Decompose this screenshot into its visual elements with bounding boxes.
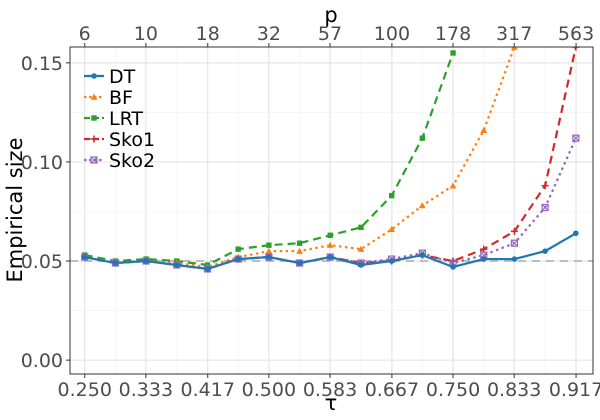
x-tick-label: 0.333	[119, 379, 173, 401]
legend-label-sko1: Sko1	[109, 129, 155, 151]
data-point-dt	[204, 266, 211, 272]
legend-item-dt: DT	[84, 66, 136, 88]
data-point-bf	[388, 225, 396, 233]
data-point-sko1	[480, 245, 488, 253]
data-point-lrt	[235, 246, 241, 252]
data-point-dt	[480, 256, 487, 262]
legend-item-sko1: Sko1	[84, 129, 155, 151]
marker-part	[510, 239, 519, 247]
marker-part	[541, 203, 549, 212]
marker-part	[572, 134, 580, 142]
data-point-dt	[388, 258, 395, 264]
data-point-sko1	[541, 182, 549, 190]
data-point-lrt	[296, 240, 303, 246]
data-point-bf	[296, 247, 304, 254]
top-tick-label: 563	[558, 23, 594, 45]
data-point-lrt	[266, 242, 272, 248]
series-dt	[81, 230, 579, 272]
y-axis-title: Empirical size	[3, 137, 27, 282]
x-tick-label: 0.833	[487, 379, 541, 401]
x-tick-label: 0.917	[549, 379, 600, 401]
data-point-lrt	[388, 192, 395, 199]
top-tick-label: 6	[79, 23, 91, 45]
x-tick-label: 0.500	[242, 379, 296, 401]
data-point-bf	[511, 47, 518, 50]
marker-part	[90, 156, 98, 164]
data-point-dt	[266, 254, 272, 260]
y-tick-label: 0.00	[21, 350, 63, 372]
data-point-dt	[542, 248, 548, 254]
legend-item-sko2: Sko2	[84, 150, 155, 172]
plot-panel	[69, 46, 594, 375]
gridlines	[70, 47, 593, 374]
data-point-bf	[480, 126, 488, 133]
data-point-sko2	[572, 134, 580, 142]
x-tick-label: 0.667	[365, 379, 419, 401]
data-point-sko2	[541, 203, 549, 212]
top-tick-label: 32	[257, 23, 281, 45]
axes: 0.250 0.333 0.417 0.500 0.583 0.667 0.750 0.833…	[21, 23, 600, 401]
top-tick-label: 100	[374, 23, 410, 45]
top-tick-label: 317	[496, 23, 532, 45]
marker-part	[480, 251, 488, 259]
data-point-dt	[174, 262, 180, 268]
data-point-dt	[327, 254, 334, 260]
data-point-dt	[235, 256, 241, 262]
y-tick-label: 0.15	[21, 53, 63, 75]
x-tick-label: 0.417	[181, 379, 235, 401]
legend-item-bf: BF	[84, 87, 133, 109]
legend-marker-lrt	[91, 115, 97, 121]
top-tick-label: 10	[134, 23, 158, 45]
data-point-dt	[296, 260, 303, 266]
x-axis-title: τ	[325, 391, 338, 415]
top-tick-label: 57	[318, 23, 342, 45]
data-point-bf	[449, 182, 457, 189]
data-point-dt	[358, 262, 364, 268]
data-point-dt	[511, 256, 518, 262]
data-point-bf	[326, 241, 334, 248]
data-point-lrt	[327, 232, 333, 238]
legend-label-lrt: LRT	[109, 108, 143, 130]
marker-part	[449, 259, 457, 267]
y-tick-label: 0.05	[21, 251, 63, 273]
data-point-lrt	[450, 50, 456, 56]
marker-part	[511, 239, 518, 247]
legend-marker-dt	[91, 73, 97, 79]
data-point-lrt	[358, 224, 364, 231]
data-point-sko1	[510, 227, 518, 235]
data-point-dt	[143, 258, 149, 264]
series-layer	[81, 47, 580, 273]
legend-label-sko2: Sko2	[109, 150, 155, 172]
data-point-lrt	[419, 135, 426, 141]
marker-part	[572, 134, 580, 142]
legend-item-lrt: LRT	[84, 108, 143, 130]
data-point-bf	[265, 247, 273, 254]
legend-label-bf: BF	[109, 87, 133, 109]
top-axis-title: p	[324, 3, 337, 27]
data-point-dt	[112, 260, 119, 266]
data-point-bf	[357, 245, 365, 252]
legend-marker-bf	[90, 93, 98, 100]
data-point-dt	[81, 254, 88, 260]
marker-part	[90, 156, 98, 164]
data-point-dt	[450, 264, 456, 270]
data-point-dt	[419, 252, 426, 258]
marker-part	[541, 204, 549, 211]
x-tick-label: 0.583	[303, 379, 357, 401]
legend-marker-sko1	[90, 135, 98, 143]
legend-marker-sko2	[90, 156, 98, 164]
data-point-bf	[418, 202, 426, 209]
y-tick-label: 0.10	[21, 152, 63, 174]
data-point-sko1	[572, 47, 580, 51]
x-tick-label: 0.250	[58, 379, 112, 401]
data-point-dt	[573, 230, 579, 237]
top-tick-label: 178	[435, 23, 471, 45]
x-tick-label: 0.750	[426, 379, 480, 401]
data-point-sko2	[510, 239, 519, 247]
top-tick-label: 18	[196, 23, 220, 45]
plot-border	[69, 46, 594, 375]
legend-label-dt: DT	[109, 66, 136, 88]
